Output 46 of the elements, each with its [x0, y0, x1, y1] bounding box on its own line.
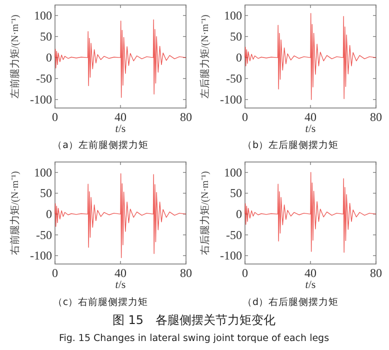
x-tick-label: 80: [370, 266, 382, 280]
y-tick-label: 50: [40, 30, 52, 44]
x-tick-label: 40: [114, 266, 126, 280]
x-tick-label: 40: [304, 266, 316, 280]
text: （b）左后腿侧摆力矩: [242, 139, 339, 151]
y-tick-label: -100: [220, 248, 242, 263]
caption: 图 15 各腿侧摆关节力矩变化: [112, 313, 276, 327]
y-tick-label: 0: [236, 207, 242, 222]
y-tick-label: -50: [36, 228, 52, 242]
text: （a）左前腿侧摆力矩: [52, 139, 148, 151]
y-axis-title: 左后腿力矩/(N·m⁻¹): [199, 14, 211, 98]
y-axis-title: 左前腿力矩/(N·m⁻¹): [9, 14, 21, 98]
y-tick-label: 100: [34, 165, 52, 180]
text: （c）右前腿侧摆力矩: [52, 296, 148, 308]
y-tick-label: 0: [236, 50, 242, 65]
y-tick-label: 50: [230, 186, 242, 200]
y-tick-label: 100: [34, 8, 52, 23]
y-tick-label: 50: [230, 30, 242, 44]
x-tick-label: 40: [304, 110, 316, 124]
y-tick-label: -100: [30, 92, 52, 107]
y-tick-label: -50: [226, 72, 242, 86]
x-axis-title: t/s: [115, 123, 126, 135]
x-tick-label: 40: [114, 110, 126, 124]
x-tick-label: 80: [370, 110, 382, 124]
y-tick-label: 100: [224, 8, 242, 23]
y-tick-label: -50: [36, 72, 52, 86]
line-series: [54, 173, 186, 258]
text: （d）右后腿侧摆力矩: [242, 296, 339, 308]
y-tick-label: 50: [40, 186, 52, 200]
x-tick-label: 80: [180, 110, 192, 124]
line-series: [244, 172, 376, 253]
y-tick-label: -100: [30, 248, 52, 263]
x-axis-title: t/s: [115, 279, 126, 291]
y-tick-label: 0: [46, 50, 52, 65]
y-axis-title: 右前腿力矩/(N·m⁻¹): [9, 171, 21, 255]
caption: Fig. 15 Changes in lateral swing joint torque of each legs: [58, 333, 330, 344]
line-series: [54, 19, 186, 98]
y-axis-title: 右后腿力矩/(N·m⁻¹): [199, 171, 211, 255]
y-tick-label: -100: [220, 92, 242, 107]
x-tick-label: 80: [180, 266, 192, 280]
x-axis-title: t/s: [305, 279, 316, 291]
x-axis-title: t/s: [305, 123, 316, 135]
y-tick-label: 0: [46, 207, 52, 222]
y-tick-label: -50: [226, 228, 242, 242]
y-tick-label: 100: [224, 165, 242, 180]
line-series: [244, 13, 376, 100]
